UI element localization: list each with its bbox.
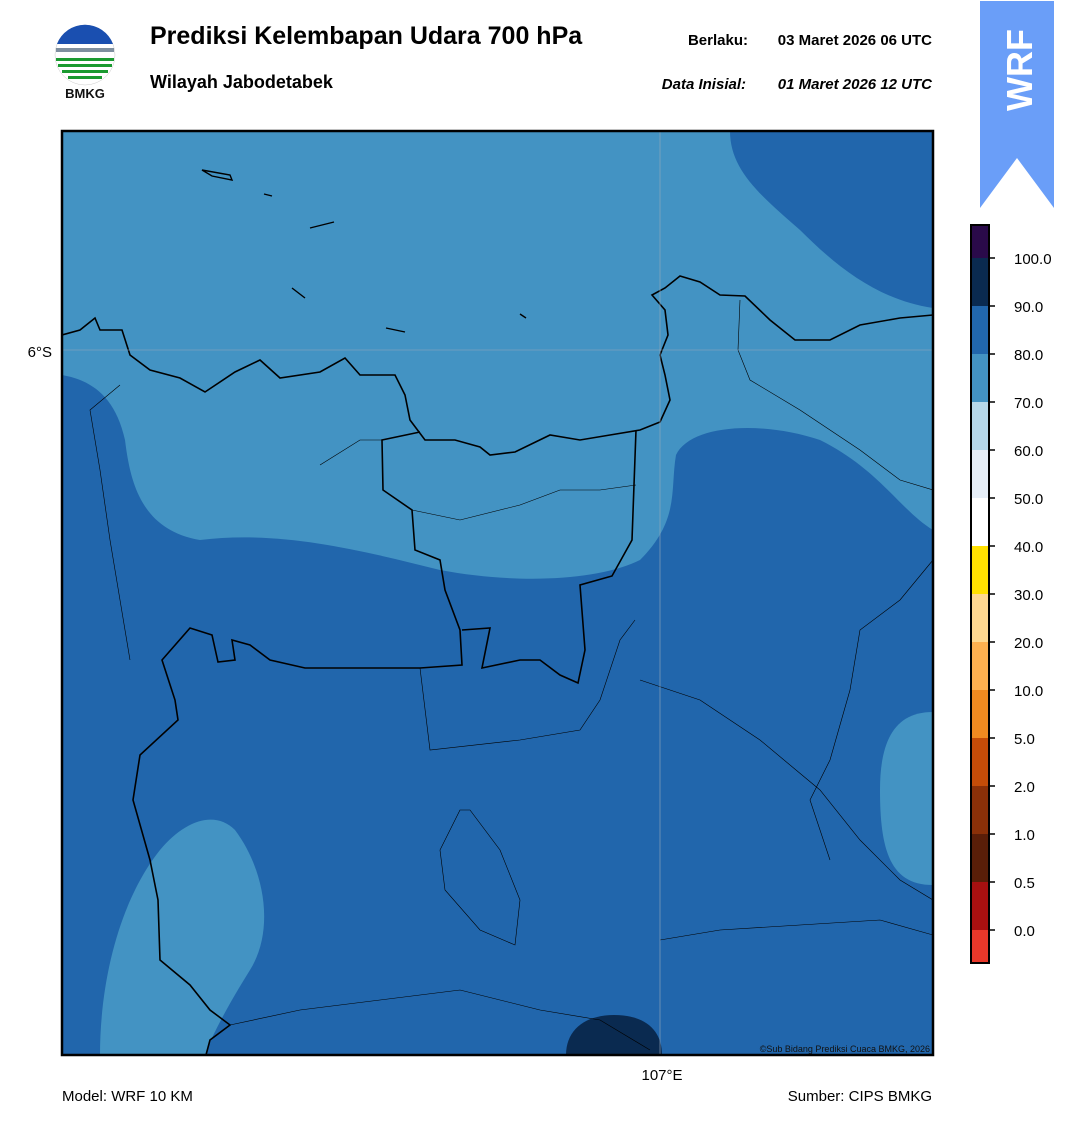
init-label: Data Inisial: — [662, 76, 746, 93]
lon-label: 107°E — [641, 1067, 682, 1084]
colorbar-band — [971, 786, 989, 834]
colorbar-label: 90.0 — [1014, 299, 1043, 316]
valid-label: Berlaku: — [688, 32, 748, 49]
footer-model: Model: WRF 10 KM — [62, 1088, 193, 1105]
map-frame — [60, 129, 935, 1057]
colorbar-label: 10.0 — [1014, 683, 1043, 700]
colorbar-band — [971, 930, 989, 963]
credit: ©Sub Bidang Prediksi Cuaca BMKG, 2026 — [760, 1044, 930, 1054]
colorbar-label: 20.0 — [1014, 635, 1043, 652]
colorbar-band — [971, 258, 989, 306]
init-time: 01 Maret 2026 12 UTC — [778, 76, 933, 93]
colorbar-band — [971, 834, 989, 882]
colorbar-band — [971, 546, 989, 594]
colorbar-band — [971, 882, 989, 930]
logo-text: BMKG — [65, 86, 105, 101]
colorbar-label: 60.0 — [1014, 443, 1043, 460]
colorbar-label: 2.0 — [1014, 779, 1035, 796]
colorbar: 0.0 0.5 1.0 2.0 5.0 10.0 20.0 30.0 40.0 50.0 60.0 7… — [970, 224, 1052, 964]
colorbar-band — [971, 498, 989, 546]
colorbar-band — [971, 642, 989, 690]
colorbar-band — [971, 738, 989, 786]
colorbar-label: 30.0 — [1014, 587, 1043, 604]
valid-time: 03 Maret 2026 06 UTC — [778, 32, 932, 49]
colorbar-band — [971, 225, 989, 258]
colorbar-label: 70.0 — [1014, 395, 1043, 412]
subtitle: Wilayah Jabodetabek — [150, 72, 334, 92]
colorbar-label: 80.0 — [1014, 347, 1043, 364]
colorbar-label: 50.0 — [1014, 491, 1043, 508]
colorbar-label: 0.5 — [1014, 875, 1035, 892]
footer-source: Sumber: CIPS BMKG — [788, 1088, 932, 1105]
logo: BMKG — [54, 24, 116, 101]
colorbar-label: 100.0 — [1014, 251, 1052, 268]
lat-label: 6°S — [28, 344, 52, 361]
colorbar-label: 5.0 — [1014, 731, 1035, 748]
badge — [980, 1, 1054, 208]
colorbar-band — [971, 450, 989, 498]
colorbar-label: 0.0 — [1014, 923, 1035, 940]
colorbar-band — [971, 402, 989, 450]
colorbar-band — [971, 354, 989, 402]
colorbar-band — [971, 594, 989, 642]
colorbar-band — [971, 690, 989, 738]
colorbar-band — [971, 306, 989, 354]
map: ©Sub Bidang Prediksi Cuaca BMKG, 2026 — [62, 131, 933, 1055]
colorbar-label: 40.0 — [1014, 539, 1043, 556]
title: Prediksi Kelembapan Udara 700 hPa — [150, 22, 583, 50]
badge-text: WRF — [999, 29, 1040, 111]
colorbar-label: 1.0 — [1014, 827, 1035, 844]
